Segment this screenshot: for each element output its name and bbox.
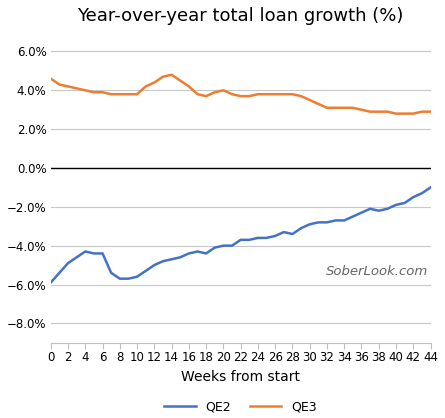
QE3 — [402, 111, 407, 116]
QE2 — [376, 208, 381, 213]
QE2 — [91, 251, 97, 256]
QE2 — [419, 191, 425, 196]
QE2 — [238, 237, 243, 242]
QE2 — [402, 201, 407, 206]
QE2 — [307, 222, 312, 227]
QE3 — [169, 72, 174, 77]
QE2 — [324, 220, 330, 225]
QE2 — [229, 243, 235, 248]
QE2 — [411, 195, 416, 200]
QE3 — [316, 102, 321, 107]
QE2 — [83, 249, 88, 254]
X-axis label: Weeks from start: Weeks from start — [181, 370, 300, 384]
QE3 — [126, 92, 131, 97]
QE2 — [195, 249, 200, 254]
QE2 — [212, 245, 218, 250]
QE2 — [100, 251, 105, 256]
QE3 — [143, 84, 148, 89]
QE2 — [264, 235, 269, 240]
Title: Year-over-year total loan growth (%): Year-over-year total loan growth (%) — [77, 7, 404, 25]
QE2 — [359, 210, 364, 215]
QE3 — [281, 92, 287, 97]
QE3 — [393, 111, 399, 116]
QE3 — [117, 92, 122, 97]
QE2 — [48, 280, 53, 285]
QE3 — [428, 109, 433, 114]
QE3 — [48, 76, 53, 81]
QE3 — [221, 88, 226, 93]
QE3 — [359, 107, 364, 112]
QE2 — [134, 274, 140, 279]
QE3 — [255, 92, 261, 97]
QE2 — [299, 226, 304, 231]
Line: QE2: QE2 — [51, 187, 431, 283]
QE3 — [160, 74, 166, 79]
QE2 — [169, 257, 174, 262]
QE2 — [74, 255, 79, 260]
QE3 — [290, 92, 295, 97]
QE3 — [152, 80, 157, 85]
QE3 — [65, 84, 71, 89]
Line: QE3: QE3 — [51, 75, 431, 114]
QE3 — [195, 92, 200, 97]
QE2 — [117, 276, 122, 281]
QE2 — [221, 243, 226, 248]
QE2 — [428, 185, 433, 190]
QE2 — [65, 261, 71, 266]
QE3 — [324, 105, 330, 110]
QE3 — [91, 90, 97, 95]
QE3 — [238, 94, 243, 99]
QE2 — [342, 218, 347, 223]
QE2 — [152, 263, 157, 268]
QE2 — [109, 270, 114, 275]
QE2 — [290, 232, 295, 237]
QE2 — [350, 214, 356, 219]
QE3 — [411, 111, 416, 116]
QE3 — [368, 109, 373, 114]
QE3 — [57, 82, 62, 87]
QE3 — [264, 92, 269, 97]
QE3 — [212, 90, 218, 95]
QE3 — [385, 109, 390, 114]
QE3 — [247, 94, 252, 99]
QE3 — [376, 109, 381, 114]
QE2 — [160, 259, 166, 264]
QE2 — [143, 268, 148, 273]
QE3 — [74, 86, 79, 91]
QE3 — [109, 92, 114, 97]
QE2 — [178, 255, 183, 260]
QE3 — [203, 94, 209, 99]
QE3 — [350, 105, 356, 110]
QE2 — [316, 220, 321, 225]
QE3 — [272, 92, 278, 97]
Legend: QE2, QE3: QE2, QE3 — [159, 395, 322, 418]
QE2 — [203, 251, 209, 256]
QE2 — [333, 218, 338, 223]
QE3 — [186, 84, 191, 89]
QE3 — [229, 92, 235, 97]
QE3 — [299, 94, 304, 99]
QE2 — [57, 270, 62, 275]
Text: SoberLook.com: SoberLook.com — [326, 265, 429, 278]
QE3 — [342, 105, 347, 110]
QE2 — [368, 206, 373, 211]
QE3 — [178, 78, 183, 83]
QE2 — [186, 251, 191, 256]
QE2 — [272, 233, 278, 238]
QE2 — [255, 235, 261, 240]
QE2 — [126, 276, 131, 281]
QE3 — [419, 109, 425, 114]
QE3 — [307, 97, 312, 102]
QE3 — [83, 88, 88, 93]
QE2 — [385, 206, 390, 211]
QE3 — [333, 105, 338, 110]
QE3 — [100, 90, 105, 95]
QE2 — [281, 229, 287, 234]
QE3 — [134, 92, 140, 97]
QE2 — [393, 202, 399, 207]
QE2 — [247, 237, 252, 242]
